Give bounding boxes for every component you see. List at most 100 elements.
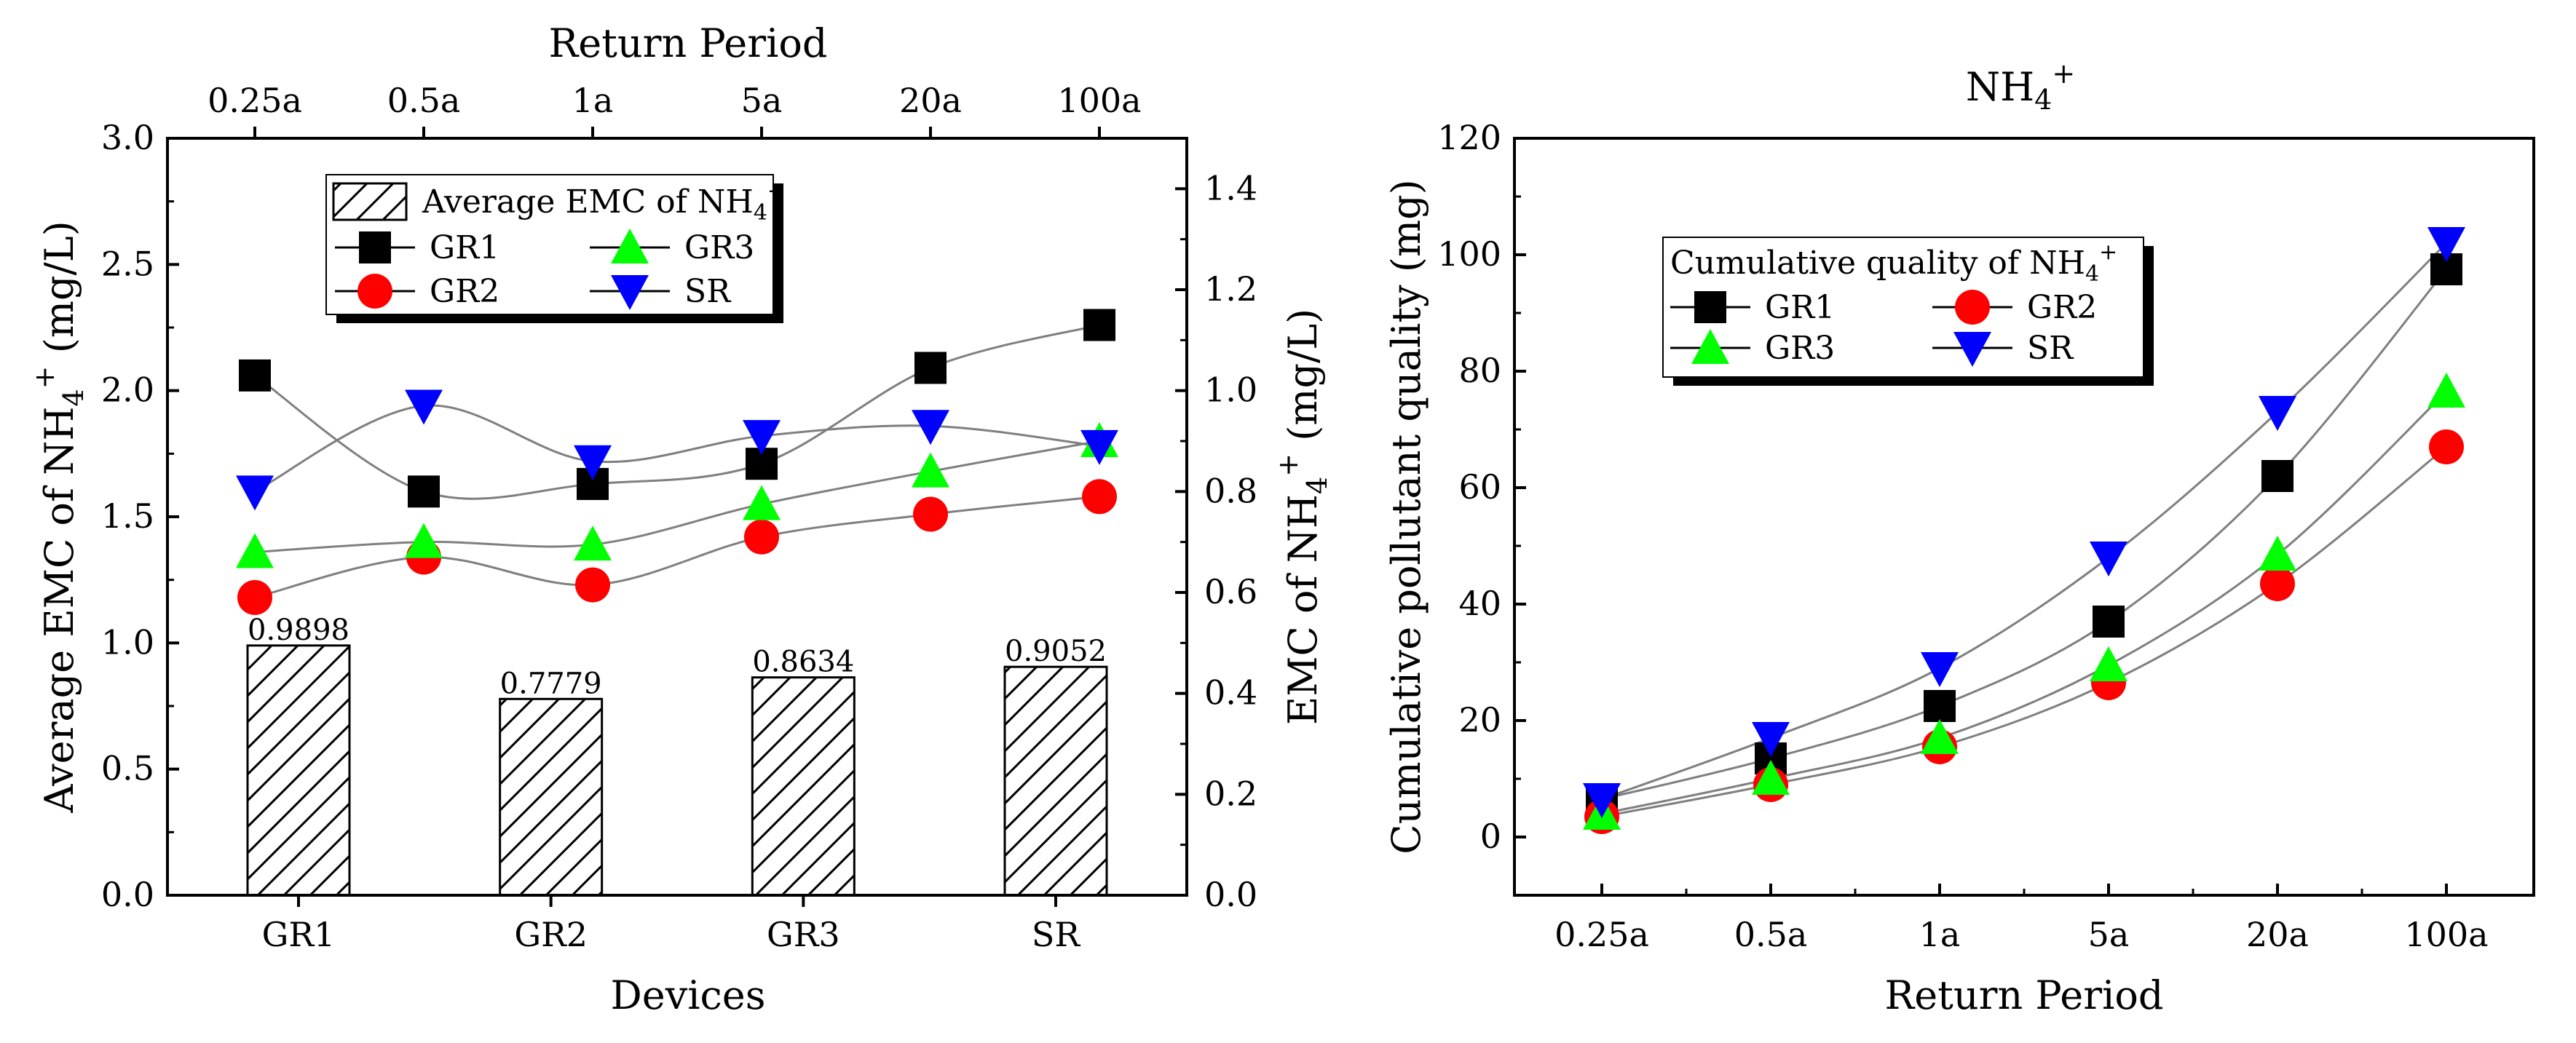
left-series-lines [254, 324, 1100, 599]
marker-gr3 [236, 533, 274, 568]
right-series-markers [1583, 227, 2465, 834]
marker-gr1 [2093, 606, 2125, 638]
bar-data-label: 0.8634 [752, 646, 854, 679]
left-legend: Average EMC of NH4+ GR1 GR3 GR2 SR [325, 174, 786, 323]
y2-tick-label: 0.8 [1204, 471, 1257, 510]
legend-label: GR1 [430, 229, 499, 266]
left-x-axis-label: Devices [611, 972, 766, 1018]
marker-gr2 [575, 567, 610, 603]
legend-label: SR [2027, 330, 2074, 367]
series-line-sr [254, 404, 1100, 493]
marker-gr3 [2090, 646, 2127, 681]
marker-gr3 [405, 523, 443, 558]
marker-sr [1080, 429, 1118, 465]
legend-bar-label: Average EMC of NH4+ [422, 178, 786, 226]
legend-label: GR1 [1765, 289, 1835, 326]
marker-sr [1583, 783, 1621, 818]
marker-gr2 [913, 496, 948, 532]
marker-gr3 [1752, 760, 1790, 795]
marker-gr3 [912, 452, 949, 488]
y-tick-label: 80 [1458, 351, 1501, 390]
y-tick-label: 1.5 [101, 496, 154, 536]
left-series-markers [236, 309, 1118, 615]
x-tick-label: GR3 [767, 915, 840, 954]
legend-bar-swatch [332, 182, 408, 221]
marker-sr [2090, 542, 2127, 576]
marker-gr3 [1921, 719, 1959, 754]
x-tick-label: SR [1032, 915, 1081, 954]
y-tick-label: 2.5 [101, 244, 154, 283]
right-legend: Cumulative quality of NH4+ GR1 GR2 GR3 SR [1662, 237, 2154, 386]
left-x-axis-ticks: GR1 GR2 GR3 SR [262, 895, 1081, 954]
y-tick-label: 0 [1480, 817, 1501, 856]
y2-tick-label: 0.2 [1204, 774, 1257, 813]
right-x-axis-label: Return Period [1885, 972, 2164, 1018]
series-line-gr2 [1601, 445, 2447, 818]
marker-gr2 [2429, 429, 2464, 464]
right-y-axis-ticks: 0 20 40 60 80 100 120 [1437, 118, 1526, 897]
left-top-axis-ticks: 0.25a 0.5a 1a 5a 20a 100a [208, 81, 1142, 138]
marker-sr [574, 445, 612, 480]
left-bars: 0.9898 0.7779 0.8634 0.9052 [246, 614, 1108, 897]
y-tick-label: 0.0 [101, 875, 154, 914]
marker-gr3 [2259, 536, 2296, 571]
top-tick-label: 0.25a [208, 81, 302, 120]
y2-tick-label: 0.0 [1204, 875, 1257, 914]
legend-marker-gr3 [611, 229, 649, 263]
y-tick-label: 20 [1458, 700, 1501, 739]
y-tick-label: 0.5 [101, 749, 154, 788]
top-tick-label: 1a [572, 81, 614, 120]
legend-marker-sr [611, 275, 649, 310]
legend-marker-gr3 [1691, 329, 1729, 364]
bar-data-label: 0.9052 [1005, 635, 1107, 668]
legend-label: SR [684, 273, 732, 310]
marker-sr [912, 410, 949, 445]
bar [1003, 665, 1108, 897]
marker-gr1 [914, 352, 947, 384]
x-tick-label: GR2 [514, 915, 588, 954]
legend-title: Cumulative quality of NH4+ [1670, 239, 2117, 287]
left-y2-axis-ticks: 0.0 0.2 0.4 0.6 0.8 1.0 1.2 1.4 [1175, 168, 1257, 914]
legend-marker-gr1 [1694, 291, 1726, 323]
y-tick-label: 40 [1458, 584, 1501, 623]
right-x-axis-ticks: 0.25a 0.5a 1a 5a 20a 100a [1554, 884, 2489, 954]
y-tick-label: 3.0 [101, 118, 154, 157]
series-line-gr3 [254, 440, 1100, 554]
left-chart: Return Period 0.25a 0.5a 1a 5a 20a 100a 0.989… [28, 20, 1333, 1018]
left-legend-items: GR1 GR3 GR2 SR [335, 229, 754, 310]
marker-sr [2427, 227, 2465, 262]
y-tick-label: 2.0 [101, 370, 154, 410]
right-chart-title: NH4+ [1966, 57, 2075, 116]
legend-label: GR3 [1765, 330, 1835, 367]
marker-sr [2259, 396, 2296, 431]
top-tick-label: 5a [741, 81, 783, 120]
marker-gr2 [2260, 566, 2295, 601]
x-tick-label: 0.5a [1734, 915, 1808, 954]
legend-label: GR2 [430, 273, 499, 310]
marker-sr [1921, 652, 1959, 687]
left-y-axis-label: Average EMC of NH4+ (mg/L) [28, 221, 90, 813]
right-legend-items: GR1 GR2 GR3 SR [1670, 289, 2097, 367]
top-tick-label: 0.5a [387, 81, 461, 120]
bar [246, 644, 351, 897]
x-tick-label: 20a [2246, 915, 2309, 954]
y-tick-label: 100 [1437, 234, 1501, 274]
marker-gr3 [574, 526, 612, 561]
x-tick-label: 5a [2088, 915, 2130, 954]
x-tick-label: 0.25a [1554, 915, 1649, 954]
marker-gr3 [743, 485, 781, 520]
right-y-axis-label: Cumulative pollutant quality (mg) [1383, 179, 1429, 854]
marker-gr2 [744, 519, 779, 555]
legend-marker-gr1 [359, 231, 391, 263]
marker-sr [405, 389, 443, 425]
legend-marker-gr2 [357, 274, 392, 309]
y-tick-label: 1.0 [101, 622, 154, 662]
series-line-gr1 [254, 324, 1100, 500]
y2-tick-label: 0.4 [1204, 673, 1257, 713]
series-line-gr3 [1601, 390, 2448, 815]
y2-tick-label: 1.0 [1204, 370, 1257, 410]
marker-gr1 [408, 475, 440, 508]
left-chart-title: Return Period [549, 20, 828, 66]
bar [499, 697, 604, 897]
